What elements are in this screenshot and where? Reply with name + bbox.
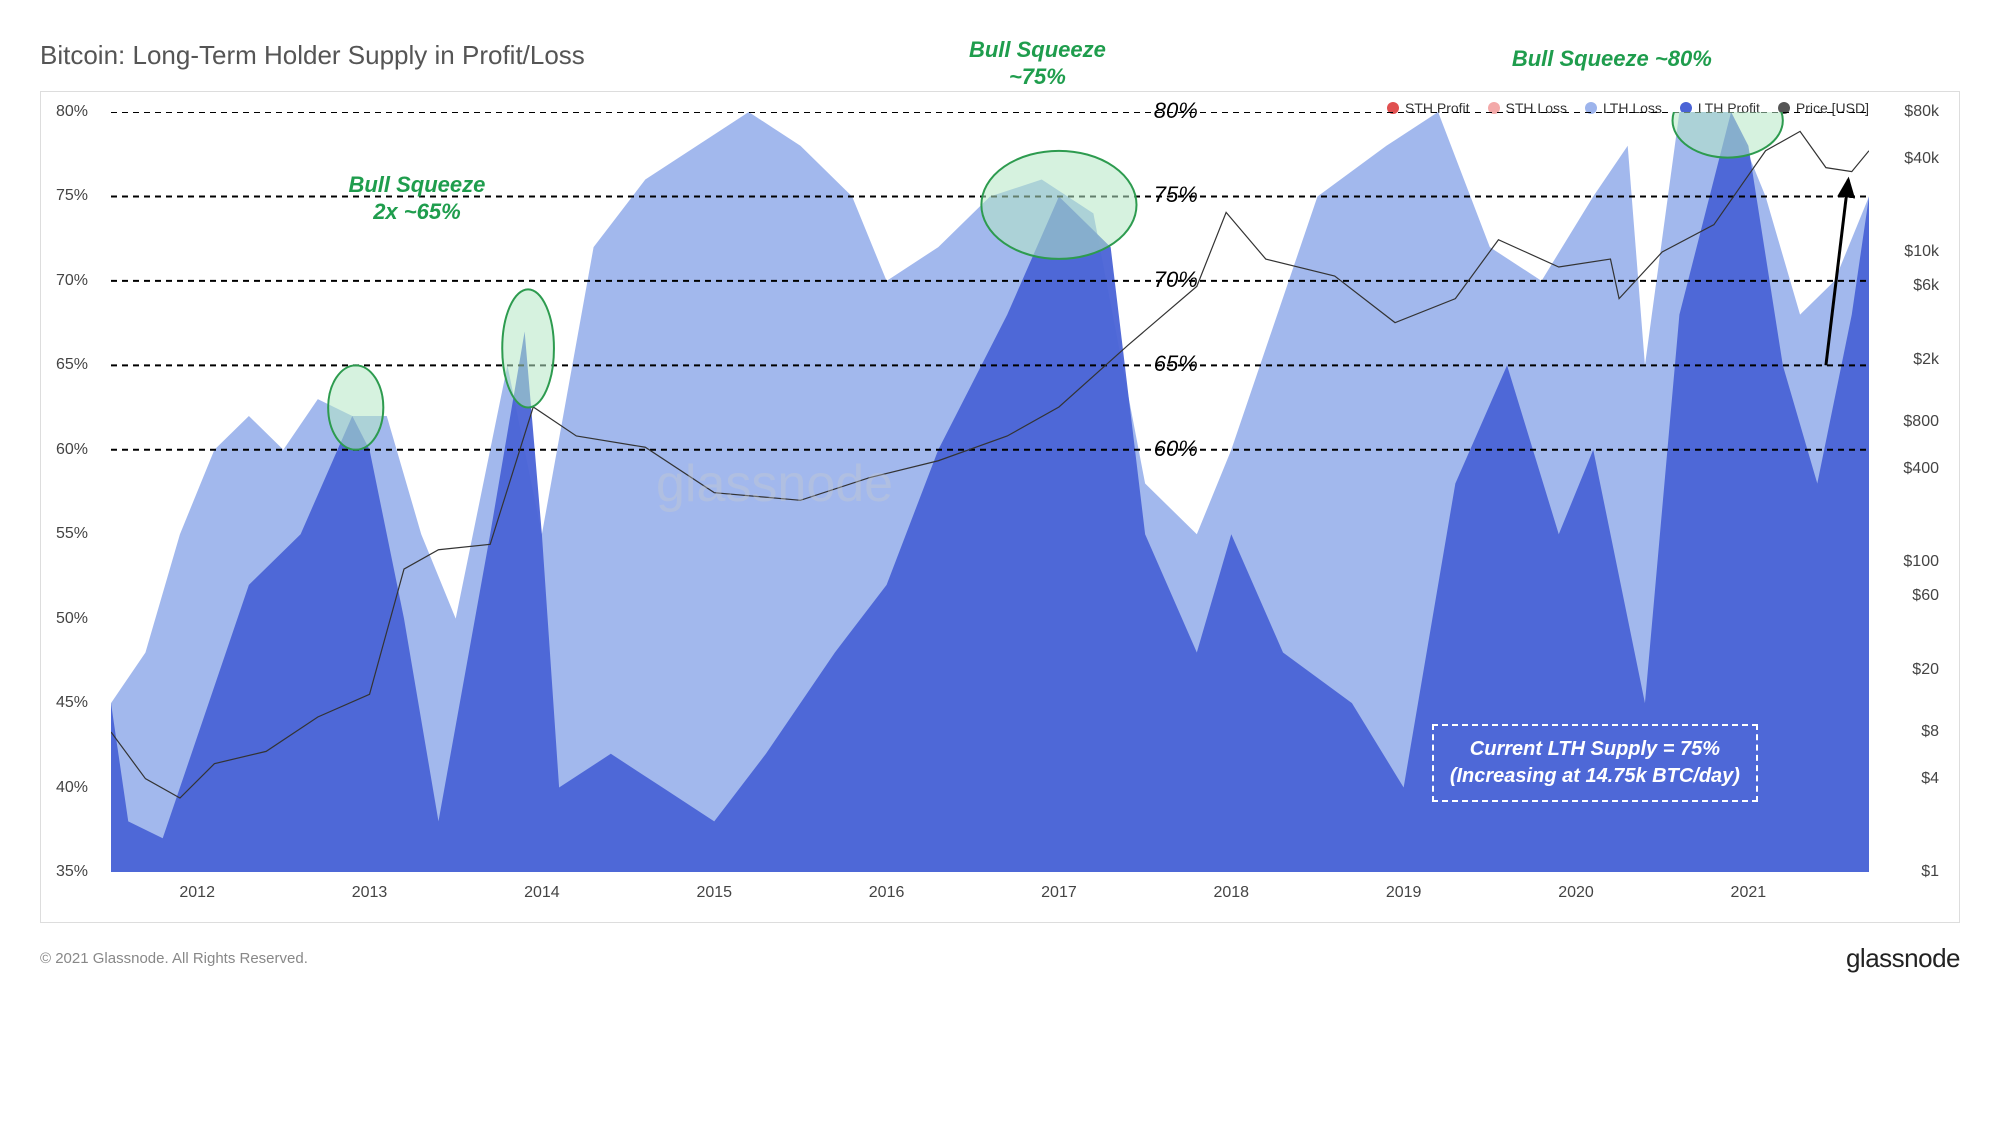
x-tick: 2016 bbox=[869, 884, 905, 902]
y-left-tick: 70% bbox=[56, 272, 88, 290]
y-left-tick: 60% bbox=[56, 441, 88, 459]
y-left-tick: 40% bbox=[56, 779, 88, 797]
y-right-tick: $2k bbox=[1913, 351, 1939, 369]
reference-line-label: 70% bbox=[1154, 267, 1198, 293]
x-tick: 2013 bbox=[352, 884, 388, 902]
brand-logo: glassnode bbox=[1846, 943, 1960, 974]
y-right-tick: $40k bbox=[1904, 150, 1939, 168]
copyright-text: © 2021 Glassnode. All Rights Reserved. bbox=[40, 950, 308, 967]
y-right-tick: $100 bbox=[1903, 553, 1939, 571]
x-tick: 2012 bbox=[179, 884, 215, 902]
x-tick: 2017 bbox=[1041, 884, 1077, 902]
x-tick: 2019 bbox=[1386, 884, 1422, 902]
y-right-tick: $20 bbox=[1912, 661, 1939, 679]
x-tick: 2018 bbox=[1213, 884, 1249, 902]
y-right-tick: $60 bbox=[1912, 587, 1939, 605]
footer: © 2021 Glassnode. All Rights Reserved. g… bbox=[40, 943, 1960, 974]
callout-current-lth: Current LTH Supply = 75%(Increasing at 1… bbox=[1432, 724, 1758, 802]
reference-line-label: 80% bbox=[1154, 98, 1198, 124]
chart-plot-area: 60%65%70%75%80%35%40%45%50%55%60%65%70%7… bbox=[111, 112, 1869, 872]
y-right-tick: $800 bbox=[1903, 413, 1939, 431]
y-left-tick: 65% bbox=[56, 356, 88, 374]
y-right-tick: $10k bbox=[1904, 243, 1939, 261]
y-right-tick: $6k bbox=[1913, 277, 1939, 295]
y-right-tick: $1 bbox=[1921, 863, 1939, 881]
y-right-tick: $8 bbox=[1921, 723, 1939, 741]
x-tick: 2020 bbox=[1558, 884, 1594, 902]
chart-container: STH ProfitSTH LossLTH LossLTH ProfitPric… bbox=[40, 91, 1960, 923]
x-tick: 2021 bbox=[1731, 884, 1767, 902]
reference-line-label: 65% bbox=[1154, 351, 1198, 377]
x-tick: 2015 bbox=[696, 884, 732, 902]
annotation-bull-squeeze: Bull Squeeze2x ~65% bbox=[348, 172, 485, 225]
x-tick: 2014 bbox=[524, 884, 560, 902]
y-left-tick: 80% bbox=[56, 103, 88, 121]
y-right-tick: $400 bbox=[1903, 460, 1939, 478]
y-right-tick: $4 bbox=[1921, 770, 1939, 788]
y-left-tick: 75% bbox=[56, 187, 88, 205]
y-left-tick: 45% bbox=[56, 694, 88, 712]
y-right-tick: $80k bbox=[1904, 103, 1939, 121]
y-left-tick: 35% bbox=[56, 863, 88, 881]
reference-line-label: 75% bbox=[1154, 182, 1198, 208]
reference-line-label: 60% bbox=[1154, 436, 1198, 462]
y-left-tick: 55% bbox=[56, 525, 88, 543]
annotation-bull-squeeze: Bull Squeeze ~80% bbox=[1512, 46, 1712, 72]
annotation-bull-squeeze: Bull Squeeze~75% bbox=[969, 37, 1106, 90]
y-left-tick: 50% bbox=[56, 610, 88, 628]
